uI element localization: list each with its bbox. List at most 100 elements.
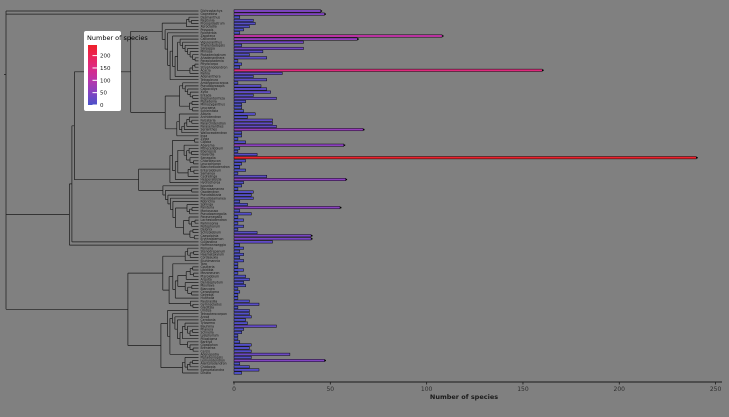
species-bar: [233, 215, 239, 219]
species-bar: [233, 96, 277, 100]
tip-label: Sympetalandra: [201, 368, 225, 372]
species-bar: [233, 227, 239, 231]
species-bar: [233, 146, 241, 150]
species-bar: [233, 256, 241, 259]
tip-label: Mimozyganthus: [201, 103, 226, 107]
species-bar: [233, 315, 252, 319]
species-bar: [233, 162, 242, 166]
bar-end-tick: [340, 206, 342, 209]
tip-label: Cenostigma: [201, 290, 220, 294]
x-axis-tick-label: 100: [421, 386, 433, 393]
bar-end-tick: [345, 178, 348, 181]
tip-label: Piptadenia: [201, 100, 217, 104]
species-bar: [233, 281, 244, 284]
bar-end-tick: [311, 235, 313, 237]
tip-label: Samanea: [201, 171, 216, 175]
species-bar: [233, 59, 239, 63]
species-bar: [233, 34, 443, 38]
tip-label: Neptunia: [201, 19, 215, 23]
tip-label: Piptadeniopsis: [201, 356, 224, 360]
tip-label: Mariosousa: [201, 209, 219, 213]
tip-label: Acacia: [201, 68, 211, 72]
tip-label: Brenierea: [201, 346, 216, 350]
species-bar: [233, 193, 252, 197]
legend-tick-label: 100: [100, 78, 111, 84]
tip-label: Sphinga: [201, 203, 214, 207]
tip-label: Schleinitzia: [201, 109, 219, 113]
tip-label: Ebenopsis: [201, 150, 217, 154]
species-bar: [233, 81, 239, 85]
tip-label: Pseudosamanea: [201, 196, 226, 200]
tip-label: Leucochloron: [201, 162, 222, 166]
species-bar: [233, 231, 258, 235]
species-bar: [233, 218, 244, 222]
bar-end-tick: [320, 10, 323, 12]
tip-label: Stenodrepanum: [201, 249, 226, 253]
tip-label: Phanera: [201, 327, 214, 331]
species-bar: [233, 153, 258, 157]
tip-label: Stryphnodendron: [201, 65, 228, 69]
tip-label: Jupunba: [200, 184, 214, 188]
tip-label: Hultholia: [201, 296, 215, 300]
tip-label: Albizia: [201, 112, 211, 116]
legend-tick-labels: 200 150 100 50 0: [92, 54, 111, 109]
species-bar: [233, 125, 277, 128]
species-bar: [233, 359, 325, 362]
species-bar: [233, 330, 242, 334]
tip-label: Peltophorum: [201, 224, 221, 228]
species-bar: [233, 9, 321, 13]
tip-label: Hoffmannseggia: [201, 243, 226, 247]
species-bar: [233, 140, 246, 144]
species-bar: [233, 365, 250, 369]
tip-label: Zapoteca: [201, 34, 216, 38]
tip-label: Pithecellobium: [201, 146, 224, 150]
species-bar: [233, 327, 244, 331]
legend-tick-label: 200: [100, 54, 111, 60]
legend-gradient-rect: [88, 45, 97, 105]
tip-label: Abarema: [201, 143, 215, 147]
tip-label: Umtiza: [201, 309, 212, 313]
tip-label: Lemurodendron: [201, 359, 226, 363]
tip-label: Cordeauxia: [201, 256, 219, 260]
species-bar: [233, 106, 242, 110]
species-bar: [233, 293, 239, 297]
species-bar: [233, 103, 242, 107]
tip-label: Hesperalbizia: [201, 178, 222, 182]
tip-label: Chidlowia: [201, 365, 216, 369]
x-axis-tick-label: 0: [232, 386, 236, 393]
tip-label: Serianthes: [201, 128, 218, 132]
tip-label: Moullava: [201, 284, 215, 288]
species-bar: [233, 156, 697, 160]
species-bar: [233, 368, 260, 372]
species-bar: [233, 343, 252, 347]
tip-label: Calpocalyx: [201, 87, 218, 91]
tip-label: Parapiptadenia: [201, 59, 224, 63]
species-bar: [233, 190, 254, 194]
tip-label: Schizolobium: [201, 231, 222, 235]
tip-labels: DichrostachysGagnebinaDesmanthusNeptunia…: [200, 9, 230, 375]
tip-label: Adenanthera: [201, 75, 221, 79]
tip-label: Archidendron: [201, 115, 222, 119]
species-bar: [233, 249, 241, 253]
tip-label: Hydrochorea: [201, 181, 221, 185]
species-bar: [233, 174, 267, 178]
tip-label: Faidherbia: [201, 31, 217, 35]
legend-gradient-bar: [88, 45, 97, 105]
tip-label: Pomaria: [201, 246, 214, 250]
species-bar: [233, 221, 239, 225]
species-bar: [233, 340, 241, 344]
bar-end-tick: [442, 35, 444, 37]
tip-label: Paraserianthes: [201, 125, 224, 129]
legend: Number of species 200 150 100 50 0: [84, 31, 148, 111]
tip-label: Tylosema: [200, 321, 216, 325]
tip-label: Dichrostachys: [201, 9, 223, 13]
tip-label: Paubrasilia: [201, 299, 218, 303]
tree-branches: [4, 10, 199, 374]
species-bar: [233, 65, 241, 69]
tip-label: Mimosa: [201, 50, 213, 54]
species-bar: [233, 262, 239, 266]
tip-label: Xerocladia: [201, 25, 217, 29]
tip-label: Delonix: [201, 228, 213, 232]
species-bar: [233, 259, 244, 263]
